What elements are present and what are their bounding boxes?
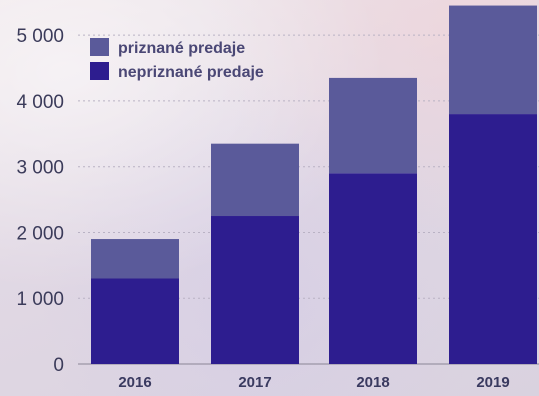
y-tick-label: 5 000 — [16, 26, 64, 47]
x-axis-tick-labels: 2016 2017 2018 2019 — [118, 374, 509, 391]
legend: priznané predaje nepriznané predaje — [90, 38, 264, 81]
bar-2017-nepriznane — [211, 216, 299, 364]
x-tick-label-2017: 2017 — [238, 374, 271, 391]
legend-swatch-nepriznane — [90, 62, 109, 80]
y-axis-tick-labels: 0 1 000 2 000 3 000 4 000 5 000 — [16, 26, 64, 376]
x-tick-label-2016: 2016 — [118, 374, 151, 391]
y-tick-label: 0 — [53, 355, 64, 376]
bar-2019-priznane — [449, 5, 537, 115]
bar-2016-nepriznane — [91, 278, 179, 364]
y-tick-label: 1 000 — [16, 289, 64, 310]
x-tick-label-2018: 2018 — [356, 374, 389, 391]
legend-label-nepriznane: nepriznané predaje — [118, 64, 264, 81]
bar-2018-priznane — [329, 77, 417, 174]
bar-2018-nepriznane — [329, 173, 417, 364]
bars — [91, 5, 537, 364]
x-tick-label-2019: 2019 — [476, 374, 509, 391]
legend-label-priznane: priznané predaje — [118, 40, 245, 57]
bar-2019-nepriznane — [449, 114, 537, 364]
y-tick-label: 2 000 — [16, 223, 64, 244]
legend-swatch-priznane — [90, 38, 109, 56]
bar-2017-priznane — [211, 143, 299, 217]
y-tick-label: 3 000 — [16, 158, 64, 179]
y-tick-label: 4 000 — [16, 92, 64, 113]
bar-2016-priznane — [91, 239, 179, 279]
